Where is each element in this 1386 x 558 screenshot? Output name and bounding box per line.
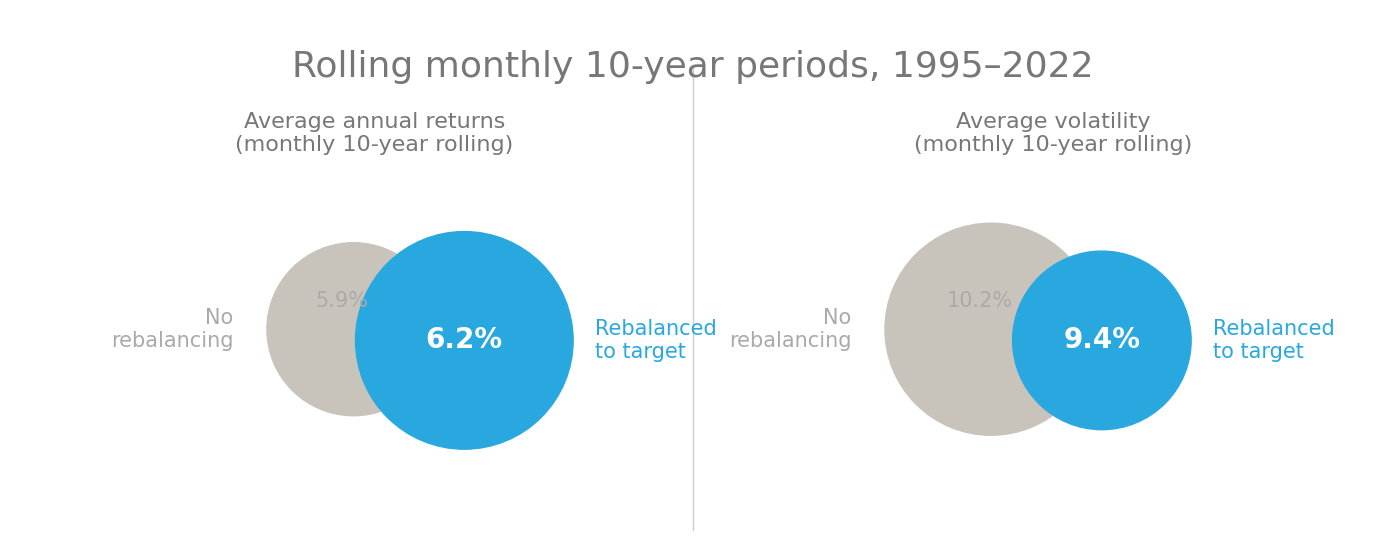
Text: 9.4%: 9.4% [1063,326,1141,354]
Text: Rebalanced
to target: Rebalanced to target [596,319,717,362]
Circle shape [355,232,574,449]
Text: 6.2%: 6.2% [426,326,503,354]
Circle shape [267,243,439,416]
Text: 10.2%: 10.2% [947,291,1013,311]
Circle shape [1013,251,1191,430]
Text: Average volatility
(monthly 10-year rolling): Average volatility (monthly 10-year roll… [915,112,1192,155]
Text: 5.9%: 5.9% [316,291,369,311]
Circle shape [886,223,1096,435]
Text: No
rebalancing: No rebalancing [729,307,851,351]
Text: Average annual returns
(monthly 10-year rolling): Average annual returns (monthly 10-year … [236,112,513,155]
Text: No
rebalancing: No rebalancing [111,307,233,351]
Text: Rolling monthly 10-year periods, 1995–2022: Rolling monthly 10-year periods, 1995–20… [292,50,1094,84]
Text: Rebalanced
to target: Rebalanced to target [1214,319,1335,362]
